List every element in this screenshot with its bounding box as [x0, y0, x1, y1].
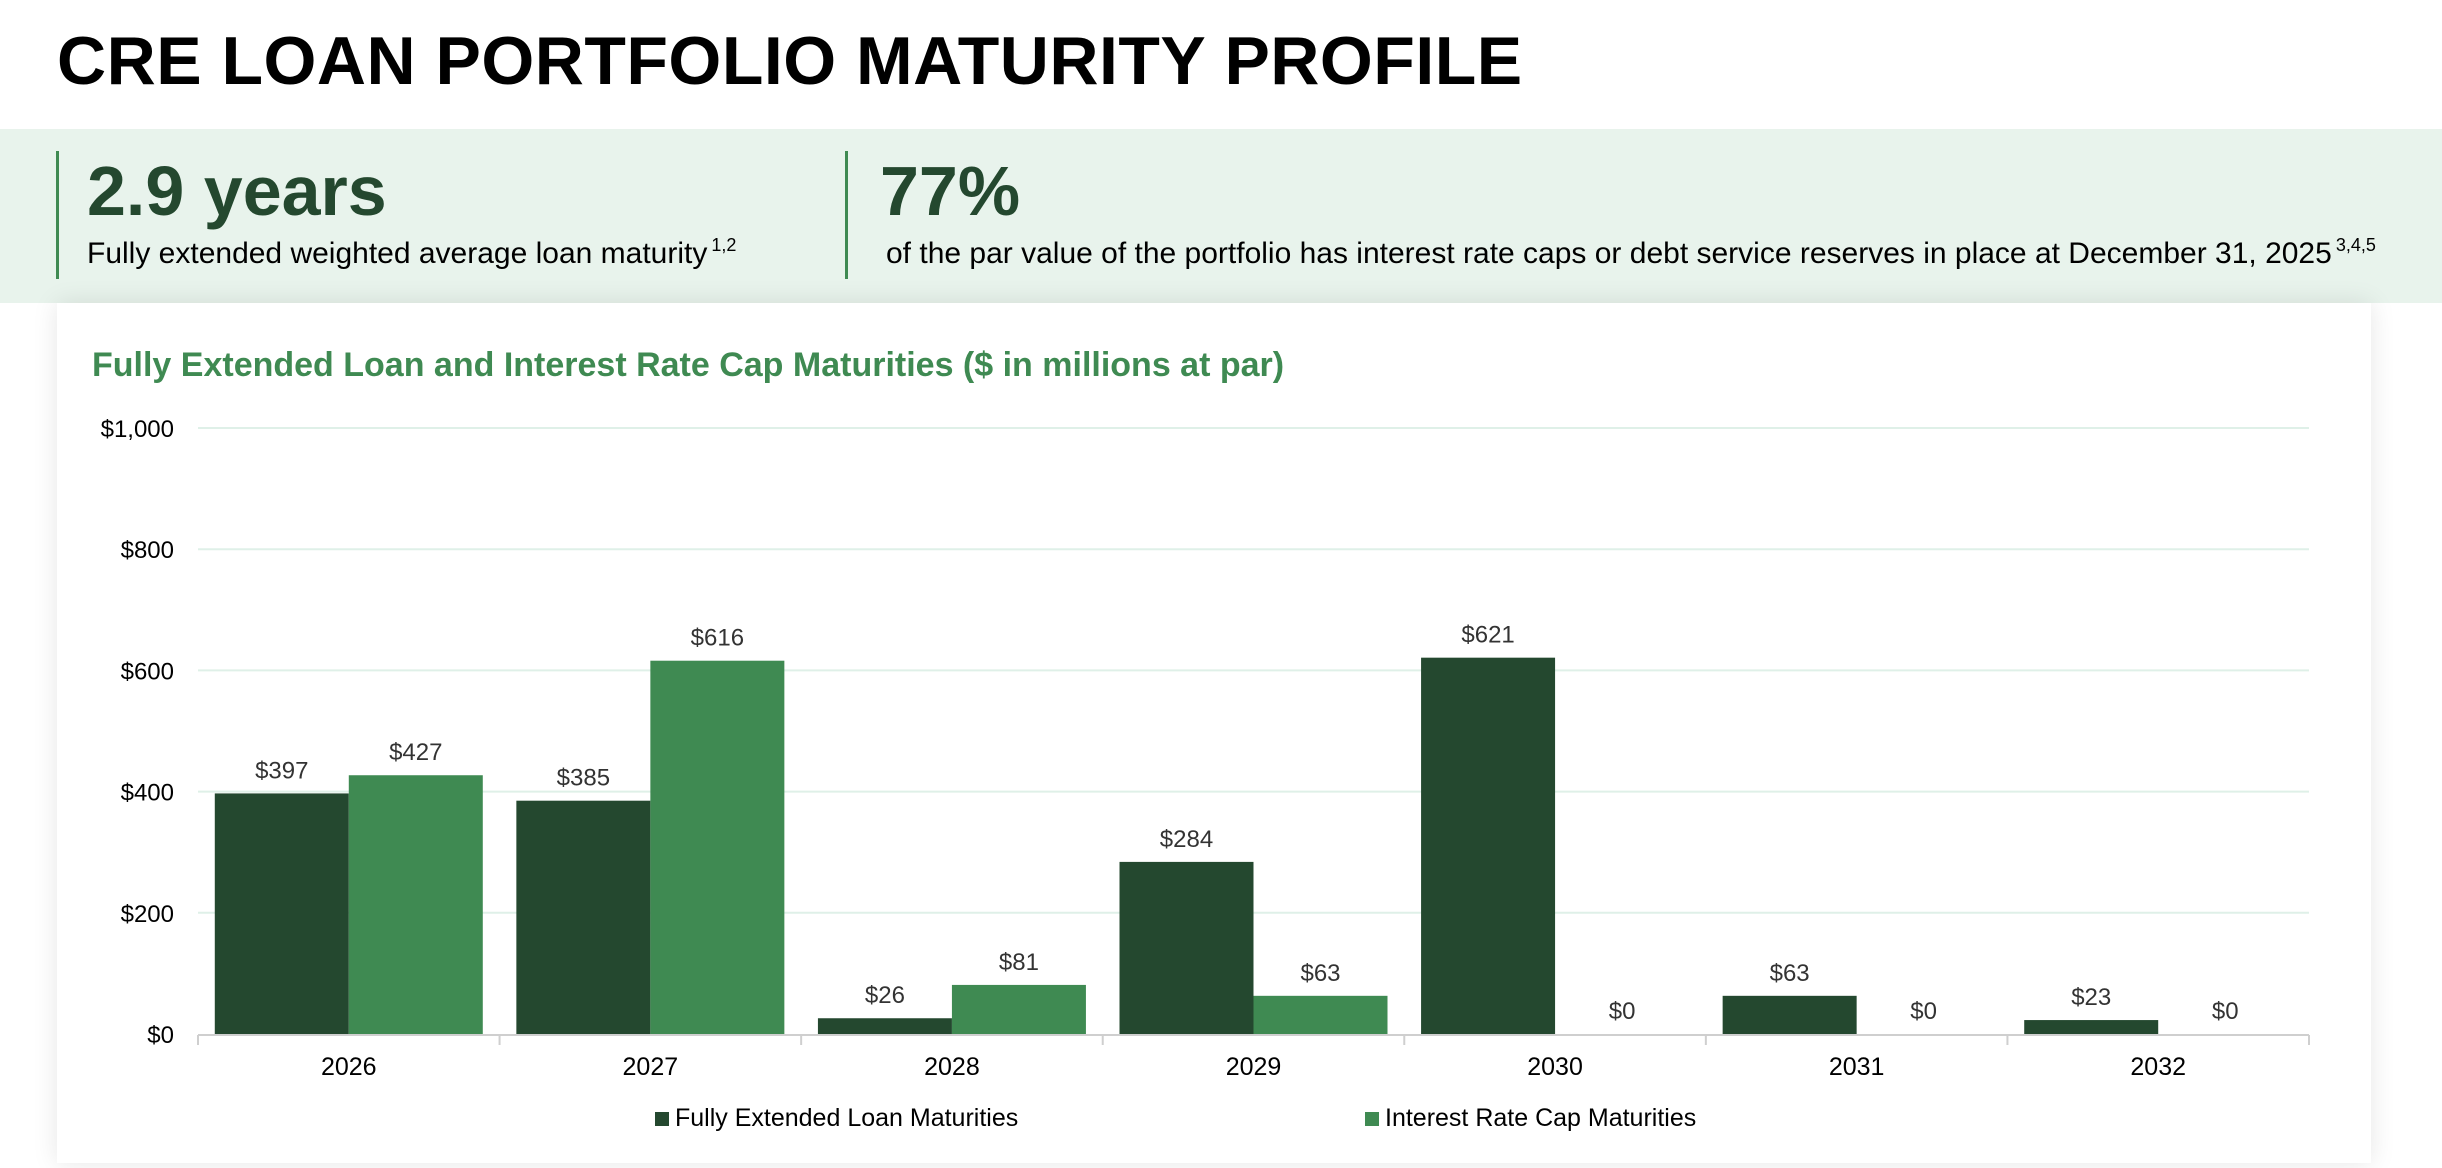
- bar-cap-maturity: [348, 775, 483, 1034]
- y-tick-label: $800: [121, 537, 174, 564]
- kpi-description: Fully extended weighted average loan mat…: [87, 235, 736, 271]
- bar-loan-maturity: [1421, 657, 1556, 1034]
- x-tick-label: 2029: [1226, 1053, 1282, 1081]
- legend-label: Fully Extended Loan Maturities: [675, 1104, 1019, 1132]
- y-tick-label: $200: [121, 901, 174, 928]
- kpi-band: 2.9 years Fully extended weighted averag…: [0, 129, 2442, 303]
- bar-cap-maturity: [951, 984, 1086, 1034]
- data-label: $284: [1160, 826, 1213, 853]
- chart-title: Fully Extended Loan and Interest Rate Ca…: [92, 346, 1285, 384]
- data-label: $385: [557, 765, 610, 792]
- kpi-description-text: of the par value of the portfolio has in…: [886, 237, 2332, 270]
- data-label: $621: [1461, 622, 1514, 649]
- bar-loan-maturity: [1722, 995, 1857, 1034]
- legend-item-cap-maturities: Interest Rate Cap Maturities: [1365, 1104, 1696, 1133]
- data-label: $0: [1609, 998, 1636, 1025]
- data-label: $23: [2071, 984, 2111, 1011]
- bar-loan-maturity: [516, 800, 651, 1034]
- x-tick-label: 2030: [1527, 1053, 1583, 1081]
- legend-swatch-loan-maturities: [655, 1111, 669, 1126]
- chart-legend: Fully Extended Loan Maturities Interest …: [57, 1104, 2371, 1138]
- bar-loan-maturity: [2024, 1020, 2159, 1034]
- data-label: $0: [1910, 998, 1937, 1025]
- bar-cap-maturity: [650, 660, 785, 1034]
- x-tick-label: 2027: [623, 1053, 679, 1081]
- kpi-value: 77%: [880, 152, 1021, 230]
- data-label: $0: [2212, 998, 2239, 1025]
- data-label: $81: [999, 949, 1039, 976]
- data-label: $26: [865, 982, 905, 1009]
- chart-card: Fully Extended Loan and Interest Rate Ca…: [57, 303, 2371, 1163]
- bar-loan-maturity: [214, 793, 349, 1034]
- y-tick-label: $0: [147, 1022, 174, 1049]
- y-tick-label: $600: [121, 658, 174, 685]
- y-tick-label: $400: [121, 780, 174, 807]
- legend-label: Interest Rate Cap Maturities: [1385, 1104, 1697, 1132]
- x-tick-label: 2032: [2130, 1053, 2186, 1081]
- bar-loan-maturity: [817, 1018, 952, 1034]
- bar-loan-maturity: [1119, 861, 1254, 1034]
- data-label: $397: [255, 757, 308, 784]
- kpi-caps-coverage: 77% of the par value of the portfolio ha…: [845, 151, 2408, 279]
- kpi-value: 2.9 years: [87, 152, 387, 230]
- kpi-footnote: 3,4,5: [2335, 235, 2376, 255]
- kpi-description: of the par value of the portfolio has in…: [886, 235, 2376, 271]
- x-tick-label: 2031: [1829, 1053, 1885, 1081]
- data-label: $63: [1770, 960, 1810, 987]
- data-label: $63: [1300, 960, 1340, 987]
- y-tick-label: $1,000: [101, 416, 174, 443]
- data-label: $427: [389, 739, 442, 766]
- chart-plot: $0 $200 $400 $600 $800 $1,000 $397 $427 2026 $385…: [101, 416, 2310, 1081]
- bar-cap-maturity: [1253, 995, 1388, 1034]
- page-title: CRE LOAN PORTFOLIO MATURITY PROFILE: [57, 23, 1523, 99]
- kpi-weighted-average-maturity: 2.9 years Fully extended weighted averag…: [56, 151, 819, 279]
- x-tick-label: 2026: [321, 1053, 377, 1081]
- x-tick-label: 2028: [924, 1053, 980, 1081]
- kpi-footnote: 1,2: [711, 235, 737, 255]
- legend-swatch-cap-maturities: [1365, 1111, 1379, 1126]
- legend-item-loan-maturities: Fully Extended Loan Maturities: [655, 1104, 1018, 1133]
- kpi-description-text: Fully extended weighted average loan mat…: [87, 237, 708, 270]
- data-label: $616: [691, 625, 744, 652]
